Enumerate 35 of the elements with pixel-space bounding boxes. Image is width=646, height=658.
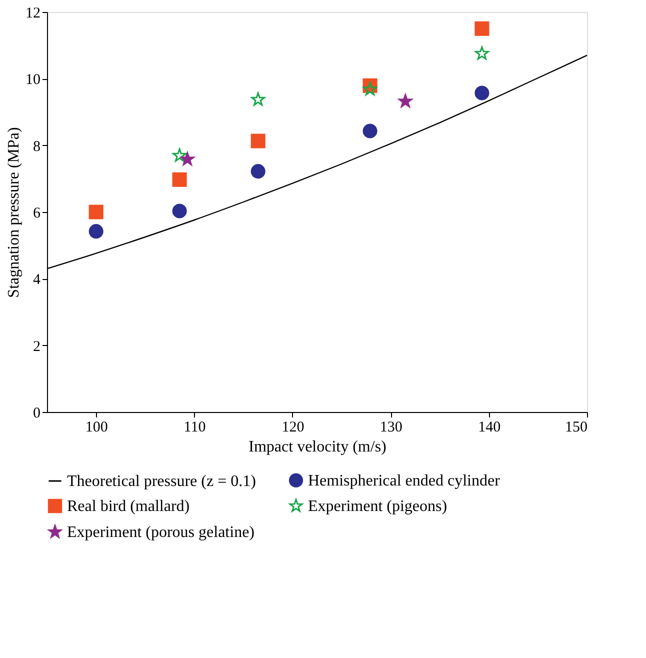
point	[474, 21, 490, 36]
point	[362, 124, 378, 138]
x-tick-label: 110	[184, 420, 206, 436]
point	[172, 172, 187, 187]
x-tick-label: 150	[565, 420, 588, 436]
point	[251, 92, 266, 106]
legend-label: Theoretical pressure (z = 0.1)	[67, 473, 256, 490]
legend-label: Hemispherical ended cylinder	[308, 472, 501, 490]
x-tick-label: 140	[478, 420, 501, 436]
point	[250, 134, 266, 148]
legend-label: Experiment (pigeons)	[308, 498, 448, 515]
legend-label: Real bird (mallard)	[67, 498, 190, 515]
point	[474, 86, 490, 100]
point	[363, 82, 377, 96]
point	[172, 148, 186, 162]
point	[250, 164, 266, 179]
y-tick-label: 6	[33, 206, 41, 222]
x-tick-label: 130	[380, 420, 402, 436]
y-tick-label: 8	[33, 138, 40, 155]
point	[172, 204, 187, 218]
x-tick-label: 100	[85, 420, 108, 436]
point	[88, 224, 104, 239]
y-tick-label: 10	[26, 72, 40, 88]
point	[398, 94, 412, 108]
y-tick-label: 2	[33, 338, 40, 355]
y-tick-label: 0	[33, 406, 40, 422]
y-tick-label: 4	[33, 272, 41, 288]
y-tick-label: 12	[26, 6, 40, 22]
legend-label: Experiment (porous gelatine)	[67, 524, 254, 541]
point	[88, 204, 104, 220]
y-axis-title: Stagnation pressure (MPa)	[6, 127, 22, 298]
x-tick-label: 120	[282, 420, 304, 436]
x-axis-title: Impact velocity (m/s)	[248, 438, 386, 456]
point	[180, 152, 194, 166]
point	[474, 46, 489, 60]
